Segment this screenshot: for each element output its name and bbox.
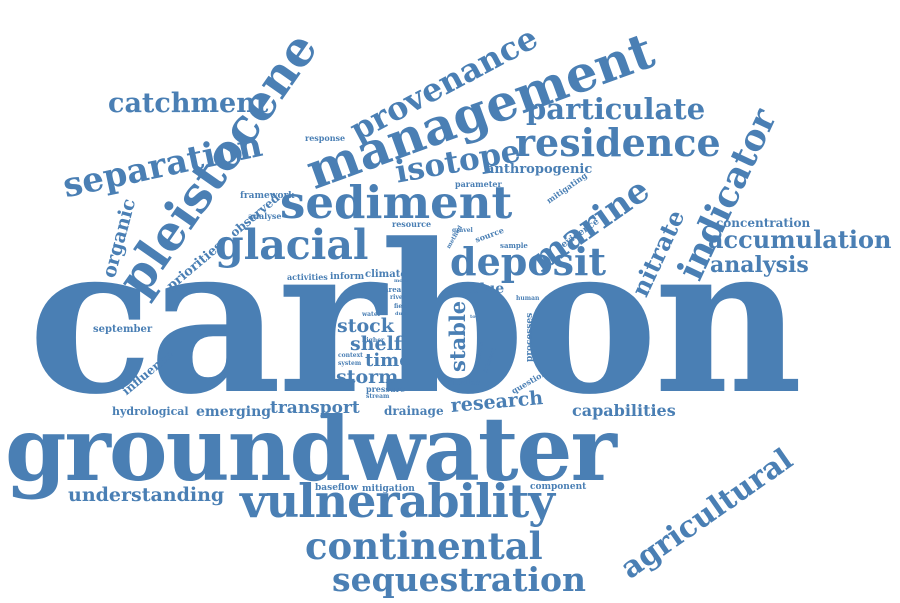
word-stable: stable (445, 300, 470, 372)
word-transport: transport (270, 398, 360, 418)
word-higher: higher (362, 337, 385, 344)
word-analysis: analysis (710, 252, 809, 278)
word-sample: sample (500, 241, 528, 250)
word-studies: studies (448, 377, 481, 387)
word-more: more (394, 278, 409, 284)
word-accumulation: accumulation (708, 225, 892, 254)
word-deposit: deposit (450, 239, 607, 284)
word-component: component (530, 482, 587, 492)
word-groundwater: groundwater (5, 397, 617, 501)
word-field: field (394, 303, 409, 310)
word-stream: stream (366, 393, 390, 400)
word-drainage: drainage (384, 404, 444, 418)
word-parameter: parameter (455, 179, 502, 189)
word-pressure: pressure (366, 384, 406, 394)
word-context: context (338, 352, 363, 359)
word-concentration: concentration (716, 216, 811, 230)
word-mitigation: mitigation (362, 484, 415, 494)
word-inform: inform (330, 272, 365, 282)
word-continental: continental (305, 524, 543, 568)
word-river: river (390, 294, 406, 301)
word-framework: framework (240, 191, 295, 201)
word-tool: tool (470, 314, 481, 320)
word-vulnerability: vulnerability (240, 474, 555, 528)
word-sediment: sediment (280, 176, 513, 229)
word-agricultural: agricultural (614, 442, 800, 587)
word-response: response (305, 133, 346, 143)
word-time: time (365, 350, 411, 371)
word-water: water (362, 311, 381, 318)
word-climate: climate (365, 269, 407, 280)
word-september: september (93, 324, 153, 335)
word-gravel: gravel (452, 227, 473, 234)
word-glacial: glacial (215, 221, 369, 269)
word-activities: activities (287, 272, 328, 282)
word-residence: residence (515, 120, 721, 165)
word-carbon: carbon (28, 200, 803, 440)
word-resource: resource (392, 219, 432, 229)
word-analyse: analyse (248, 211, 282, 221)
word-baseflow: baseflow (315, 483, 359, 493)
word-blue: blue (470, 281, 505, 297)
word-area: area (384, 285, 402, 294)
word-storm: storm (336, 366, 399, 388)
word-understanding: understanding (68, 484, 225, 506)
word-stock: stock (337, 315, 394, 337)
word-dual: dual (395, 311, 408, 317)
word-particulate: particulate (526, 92, 706, 126)
word-shelf: shelf (350, 333, 402, 355)
word-anthropogenic: anthropogenic (486, 162, 593, 177)
word-catchment: catchment (108, 88, 269, 119)
word-emerging: emerging (196, 404, 272, 420)
word-processes: processes (525, 312, 535, 362)
word-human: human (516, 295, 540, 302)
word-system: system (338, 360, 362, 367)
word-hydrological: hydrological (112, 405, 189, 418)
word-sequestration: sequestration (332, 560, 587, 599)
word-capabilities: capabilities (572, 401, 676, 420)
word-day: day (378, 283, 388, 289)
